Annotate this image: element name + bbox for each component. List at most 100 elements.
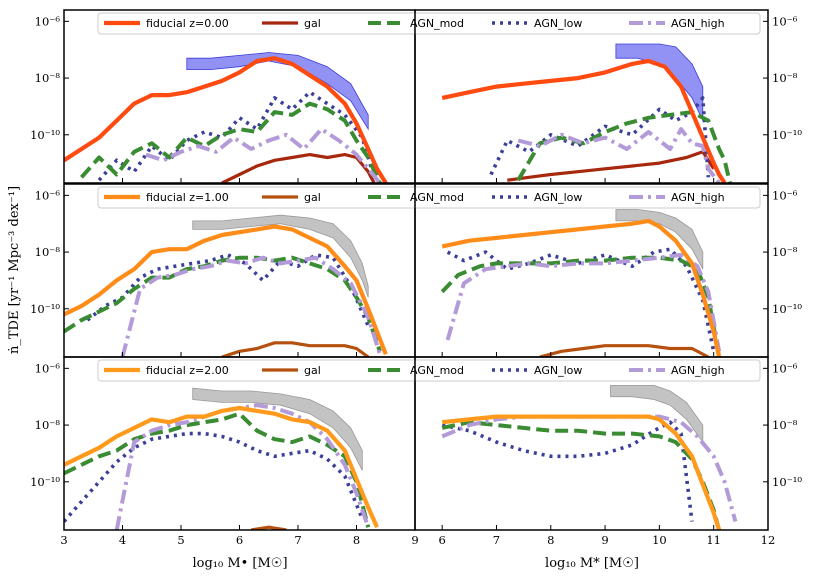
ytick-label: 10⁻⁶ xyxy=(35,361,61,375)
xtick-label: 5 xyxy=(177,533,184,547)
legend-label: gal xyxy=(304,191,321,204)
legend-box xyxy=(97,359,761,382)
legend-label: AGN_high xyxy=(671,17,725,30)
series-fiducial-z-2-00 xyxy=(64,405,379,529)
legend-label: AGN_high xyxy=(671,191,725,204)
plot-area xyxy=(441,43,732,183)
series-gal xyxy=(221,153,376,183)
xtick-label: 8 xyxy=(353,533,360,547)
series-agn-mod xyxy=(64,255,382,352)
ytick-label: 10⁻⁶ xyxy=(772,361,798,375)
legend-row-1: fiducial z=1.00 gal AGN_mod AGN_low AGN_high xyxy=(97,186,761,209)
xtick-label: 11 xyxy=(706,533,721,547)
plot-area xyxy=(441,385,738,530)
series-fiducial-z-1-00 xyxy=(64,224,388,355)
series-agn-high xyxy=(145,127,382,183)
ytick-label: 10⁻⁶ xyxy=(772,14,798,28)
xtick-label: 6 xyxy=(236,533,243,547)
series-agn-low xyxy=(489,96,711,178)
panel-frame xyxy=(414,9,769,184)
ytick-label: 10⁻⁸ xyxy=(772,71,798,85)
ytick-label: 10⁻¹⁰ xyxy=(30,475,60,489)
series-gal xyxy=(221,341,370,357)
series-gal xyxy=(250,525,287,530)
ytick-label: 10⁻¹⁰ xyxy=(30,128,60,142)
xtick-label: 9 xyxy=(601,533,608,547)
series-agn-low xyxy=(446,247,716,352)
ytick-label: 10⁻¹⁰ xyxy=(772,302,802,316)
ytick-label: 10⁻⁸ xyxy=(772,245,798,259)
panel-frame xyxy=(63,9,416,184)
panel-frame xyxy=(414,356,769,531)
legend-label: fiducial z=0.00 xyxy=(146,17,229,30)
series-fiducial xyxy=(441,58,727,183)
series-agn-high xyxy=(517,127,721,183)
legend-row-0: fiducial z=0.00 gal AGN_mod AGN_low AGN_high xyxy=(97,12,761,35)
series-agn-high xyxy=(441,414,738,523)
legend-label: fiducial z=1.00 xyxy=(146,191,229,204)
uncertainty-band xyxy=(192,387,363,471)
xtick-label: 9 xyxy=(411,533,418,547)
ytick-label: 10⁻⁸ xyxy=(35,71,61,85)
xtick-label: 8 xyxy=(547,533,554,547)
xtick-label: 7 xyxy=(493,533,500,547)
plot-area xyxy=(64,52,388,183)
panel-2-bh: 10⁻⁶ 10⁻⁸ 10⁻¹⁰ 3 4 5 6 7 8 9 xyxy=(30,356,419,547)
xtick-label: 4 xyxy=(119,533,126,547)
xtick-label: 6 xyxy=(438,533,445,547)
xlabel-left: log₁₀ M• [M☉] xyxy=(192,556,287,571)
legend-label: AGN_low xyxy=(534,17,582,30)
ytick-label: 10⁻⁸ xyxy=(772,418,798,432)
legend-label: AGN_high xyxy=(671,364,725,377)
legend-box xyxy=(97,12,761,35)
plot-area xyxy=(440,209,722,357)
series-agn-low xyxy=(441,420,694,522)
panels-layer: 10⁻⁶ 10⁻⁸ 10⁻¹⁰ fiducial z=0.00 gal AGN_mod AG… xyxy=(30,9,802,547)
legend-label: fiducial z=2.00 xyxy=(146,364,229,377)
ytick-label: 10⁻¹⁰ xyxy=(772,475,802,489)
plot-area xyxy=(64,214,388,357)
legend-label: AGN_low xyxy=(534,191,582,204)
legend-label: AGN_mod xyxy=(410,191,464,204)
series-fiducial xyxy=(441,218,722,357)
ytick-label: 10⁻⁶ xyxy=(772,188,798,202)
series-agn-low xyxy=(64,431,364,523)
series-agn-high xyxy=(445,252,722,352)
legend-label: AGN_mod xyxy=(410,364,464,377)
uncertainty-band xyxy=(192,214,369,298)
series-agn-low xyxy=(97,90,376,182)
legend-label: AGN_mod xyxy=(410,17,464,30)
panel-0-stellar: 10⁻⁶ 10⁻⁸ 10⁻¹⁰ xyxy=(414,9,802,184)
series-gal xyxy=(507,150,716,182)
panel-2-stellar: 10⁻⁶ 10⁻⁸ 10⁻¹⁰ 6 7 8 9 10 11 12 xyxy=(414,356,802,547)
series-agn-mod xyxy=(441,420,722,530)
panel-0-bh: 10⁻⁶ 10⁻⁸ 10⁻¹⁰ xyxy=(30,9,416,184)
series-agn-mod xyxy=(440,255,722,357)
series-agn-high xyxy=(114,403,371,530)
series-agn-mod xyxy=(516,110,732,183)
legend-label: gal xyxy=(304,17,321,30)
series-fiducial xyxy=(441,414,722,530)
ytick-label: 10⁻¹⁰ xyxy=(30,302,60,316)
series-agn-mod xyxy=(64,411,371,528)
series-agn-high xyxy=(120,255,382,357)
uncertainty-band xyxy=(186,52,369,131)
xtick-label: 12 xyxy=(761,533,776,547)
series-gal xyxy=(539,344,710,357)
ytick-label: 10⁻⁸ xyxy=(35,245,61,259)
xtick-label: 7 xyxy=(294,533,301,547)
ytick-label: 10⁻⁶ xyxy=(35,188,61,202)
ytick-label: 10⁻¹⁰ xyxy=(772,128,802,142)
plot-area xyxy=(64,387,379,530)
panel-1-stellar: 10⁻⁶ 10⁻⁸ 10⁻¹⁰ xyxy=(414,183,802,358)
axis-labels-layer: log₁₀ M• [M☉] log₁₀ M* [M☉] ṅ_TDE [yr⁻¹ … xyxy=(7,186,639,571)
xlabel-right: log₁₀ M* [M☉] xyxy=(545,556,639,571)
ylabel: ṅ_TDE [yr⁻¹ Mpc⁻³ dex⁻¹] xyxy=(7,186,22,354)
panel-frame xyxy=(63,356,416,531)
legend-label: gal xyxy=(304,364,321,377)
ytick-label: 10⁻⁸ xyxy=(35,418,61,432)
xtick-label: 3 xyxy=(60,533,67,547)
legend-box xyxy=(97,186,761,209)
series-agn-mod xyxy=(80,101,382,183)
